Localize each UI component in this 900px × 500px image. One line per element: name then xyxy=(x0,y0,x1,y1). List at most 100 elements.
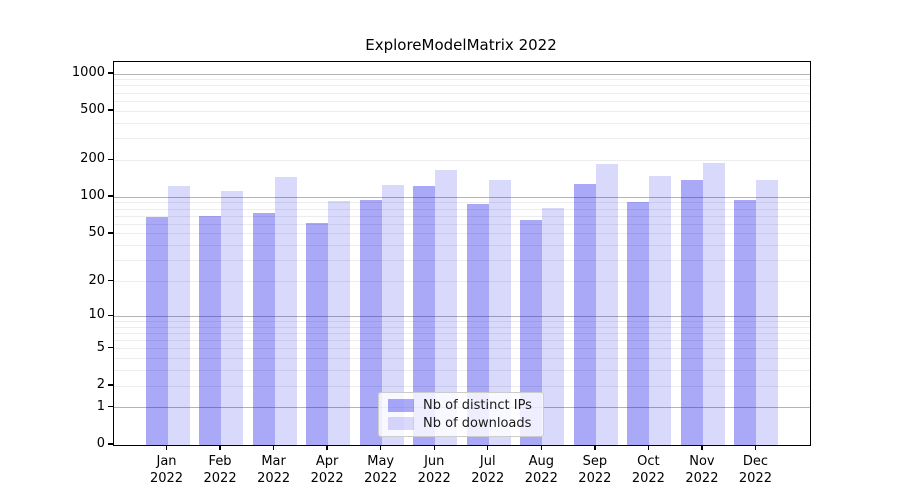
bar-nb-of-downloads xyxy=(756,180,779,445)
bar-nb-of-distinct-ips xyxy=(520,220,543,445)
bar-nb-of-distinct-ips xyxy=(573,184,596,445)
y-tick-mark xyxy=(108,279,113,282)
gridline xyxy=(114,332,810,334)
bar-nb-of-distinct-ips xyxy=(627,202,650,445)
y-tick-label: 5 xyxy=(96,339,105,355)
x-tick-mark xyxy=(379,445,382,450)
bar-nb-of-downloads xyxy=(328,201,351,445)
x-tick-label: Dec 2022 xyxy=(738,454,772,486)
x-tick-label: Sep 2022 xyxy=(578,454,612,486)
x-tick-mark xyxy=(326,445,328,450)
bar-nb-of-downloads xyxy=(381,185,404,445)
y-tick-label: 100 xyxy=(80,188,105,204)
legend-swatch xyxy=(388,399,414,412)
x-tick-mark xyxy=(754,445,757,450)
y-tick-mark xyxy=(108,158,113,160)
gridline xyxy=(114,159,810,161)
y-tick-mark xyxy=(108,232,113,234)
bar-nb-of-downloads xyxy=(488,179,511,445)
x-tick-label: Jul 2022 xyxy=(471,454,505,486)
y-tick-mark xyxy=(108,347,113,349)
y-tick-mark xyxy=(108,406,113,408)
x-tick-label: Nov 2022 xyxy=(685,454,719,486)
gridline xyxy=(114,100,810,102)
x-tick-label: Aug 2022 xyxy=(524,454,558,486)
y-tick-label: 50 xyxy=(88,224,105,240)
gridline xyxy=(114,138,810,140)
gridline xyxy=(114,340,810,341)
legend-label: Nb of downloads xyxy=(423,416,532,431)
y-tick-mark xyxy=(108,72,113,74)
gridline xyxy=(114,85,810,87)
x-tick-mark xyxy=(594,445,596,450)
bar-nb-of-downloads xyxy=(542,208,565,445)
y-tick-mark xyxy=(108,195,113,197)
legend: Nb of distinct IPs Nb of downloads xyxy=(378,392,544,437)
gridline xyxy=(114,223,810,225)
gridline xyxy=(114,202,810,204)
bar-nb-of-downloads xyxy=(435,170,458,445)
y-tick-label: 0 xyxy=(96,436,105,451)
bar-nb-of-downloads xyxy=(167,186,190,445)
legend-label: Nb of distinct IPs xyxy=(423,398,532,413)
bar-nb-of-distinct-ips xyxy=(252,213,275,445)
bar-nb-of-distinct-ips xyxy=(734,199,757,445)
gridline xyxy=(114,281,810,282)
x-tick-label: Mar 2022 xyxy=(257,454,291,486)
x-tick-label: Apr 2022 xyxy=(310,454,344,486)
y-tick-label: 1 xyxy=(96,398,105,414)
y-tick-label: 2 xyxy=(96,377,105,392)
x-tick-label: Jan 2022 xyxy=(149,454,184,486)
chart-title: ExploreModelMatrix 2022 xyxy=(365,36,557,54)
gridline xyxy=(114,92,810,94)
y-tick-mark xyxy=(108,109,113,111)
bar-nb-of-distinct-ips xyxy=(466,203,489,445)
gridline xyxy=(114,370,810,372)
bar-nb-of-distinct-ips xyxy=(306,222,329,445)
bar-nb-of-distinct-ips xyxy=(145,216,168,445)
gridline xyxy=(114,110,810,112)
gridline xyxy=(114,79,810,81)
x-tick-label: May 2022 xyxy=(364,454,398,486)
y-tick-mark xyxy=(108,384,113,386)
y-tick-mark xyxy=(108,314,113,316)
bar-nb-of-downloads xyxy=(221,190,244,445)
x-tick-mark xyxy=(165,445,168,450)
x-tick-mark xyxy=(701,445,703,450)
bar-nb-of-distinct-ips xyxy=(413,186,436,445)
gridline xyxy=(114,348,810,350)
x-tick-mark xyxy=(219,445,221,450)
gridline xyxy=(114,326,810,328)
gridline xyxy=(114,196,810,198)
gridline xyxy=(114,233,810,235)
gridline xyxy=(114,215,810,217)
bar-nb-of-downloads xyxy=(595,163,618,445)
y-tick-label: 20 xyxy=(88,272,105,288)
x-tick-mark xyxy=(272,445,275,450)
gridline xyxy=(114,358,810,360)
bar-nb-of-distinct-ips xyxy=(359,200,382,445)
gridline xyxy=(114,73,810,75)
y-tick-label: 10 xyxy=(88,307,105,323)
plot-area xyxy=(113,61,811,446)
bar-nb-of-downloads xyxy=(274,177,297,445)
x-tick-label: Oct 2022 xyxy=(631,454,665,486)
gridline xyxy=(114,385,810,387)
y-tick-label: 200 xyxy=(80,151,105,167)
plot-canvas xyxy=(114,62,810,445)
legend-entry: Nb of distinct IPs xyxy=(388,398,534,413)
bar-nb-of-downloads xyxy=(649,175,672,445)
bar-nb-of-downloads xyxy=(702,162,725,445)
x-tick-label: Jun 2022 xyxy=(417,454,451,486)
x-tick-mark xyxy=(433,445,435,450)
x-tick-mark xyxy=(647,445,650,450)
gridline xyxy=(114,245,810,247)
y-tick-label: 1000 xyxy=(71,65,105,80)
bar-nb-of-distinct-ips xyxy=(199,216,222,445)
x-tick-label: Feb 2022 xyxy=(203,454,237,486)
gridline xyxy=(114,122,810,124)
gridline xyxy=(114,208,810,210)
bar-nb-of-distinct-ips xyxy=(680,180,703,445)
gridline xyxy=(114,315,810,317)
